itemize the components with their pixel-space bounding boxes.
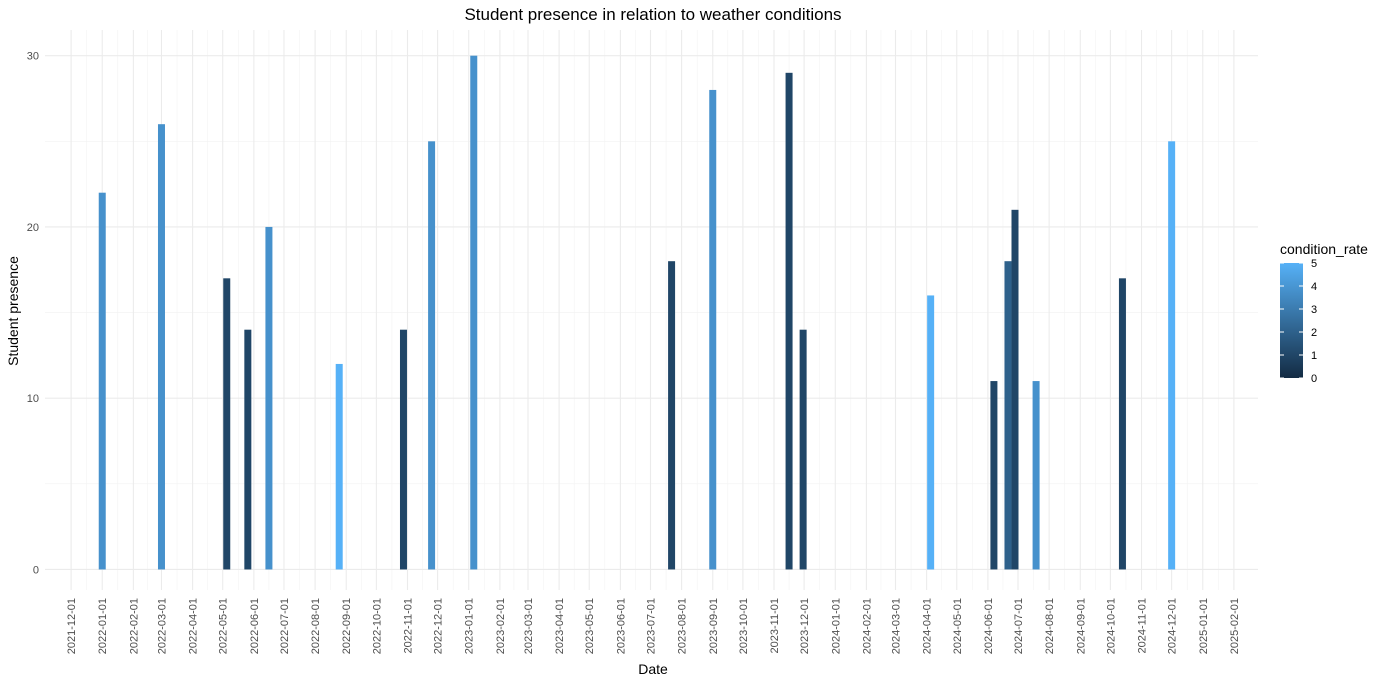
x-tick-label: 2024-03-01 xyxy=(891,598,903,654)
x-tick-label: 2024-01-01 xyxy=(830,598,842,654)
legend-tick-label: 3 xyxy=(1311,304,1317,316)
y-tick-label: 20 xyxy=(27,222,39,234)
bar xyxy=(1168,141,1176,570)
bar xyxy=(428,141,436,570)
bar xyxy=(1032,381,1040,570)
x-axis-title: Date xyxy=(638,661,668,677)
x-tick-label: 2022-07-01 xyxy=(279,598,291,654)
x-tick-label: 2024-02-01 xyxy=(861,598,873,654)
x-axis: 2021-12-01 2022-01-01 2022-02-01 2022-03-01… xyxy=(66,598,1241,654)
x-tick-label: 2023-09-01 xyxy=(708,598,720,654)
x-tick-label: 2023-12-01 xyxy=(799,598,811,654)
x-tick-label: 2024-06-01 xyxy=(983,598,995,654)
x-tick-label: 2024-12-01 xyxy=(1167,598,1179,654)
x-tick-label: 2023-11-01 xyxy=(769,598,781,653)
bar xyxy=(785,72,793,570)
x-tick-label: 2022-10-01 xyxy=(371,598,383,654)
legend-tick-label: 4 xyxy=(1311,281,1317,293)
legend-tick-label: 1 xyxy=(1311,350,1317,362)
x-tick-label: 2022-01-01 xyxy=(97,598,109,654)
y-tick-label: 30 xyxy=(27,51,39,63)
bar xyxy=(1118,278,1126,570)
x-tick-label: 2024-05-01 xyxy=(952,598,964,654)
bar xyxy=(470,55,478,570)
x-tick-label: 2024-11-01 xyxy=(1137,598,1149,653)
legend-colorbar xyxy=(1280,263,1303,378)
x-tick-label: 2024-07-01 xyxy=(1013,598,1025,654)
bar xyxy=(990,381,998,570)
bar xyxy=(223,278,231,570)
bar xyxy=(668,261,676,570)
y-tick-label: 0 xyxy=(33,564,39,576)
legend-tick-label: 5 xyxy=(1311,258,1317,270)
x-tick-label: 2023-05-01 xyxy=(584,598,596,654)
x-tick-label: 2023-07-01 xyxy=(645,598,657,654)
x-tick-label: 2024-08-01 xyxy=(1044,598,1056,654)
x-tick-label: 2022-11-01 xyxy=(402,598,414,653)
x-tick-label: 2022-08-01 xyxy=(310,598,322,654)
x-tick-label: 2023-03-01 xyxy=(523,598,535,654)
x-tick-label: 2024-09-01 xyxy=(1075,598,1087,654)
bar xyxy=(98,192,106,570)
x-tick-label: 2023-06-01 xyxy=(615,598,627,654)
bar xyxy=(927,295,935,570)
bar xyxy=(399,329,407,570)
bar xyxy=(335,363,343,570)
bar xyxy=(1011,209,1019,570)
bar xyxy=(157,124,165,570)
x-tick-label: 2024-10-01 xyxy=(1105,598,1117,654)
x-tick-label: 2022-02-01 xyxy=(128,598,140,654)
legend-tick-label: 2 xyxy=(1311,327,1317,339)
x-tick-label: 2023-02-01 xyxy=(495,598,507,654)
y-axis-title: Student presence xyxy=(5,256,21,366)
bar xyxy=(799,329,807,570)
legend-tick-label: 0 xyxy=(1311,373,1317,385)
bar xyxy=(265,226,273,570)
bar xyxy=(709,89,717,570)
x-tick-label: 2022-09-01 xyxy=(341,598,353,654)
y-tick-label: 10 xyxy=(27,393,39,405)
x-tick-label: 2022-12-01 xyxy=(433,598,445,654)
x-tick-label: 2023-01-01 xyxy=(464,598,476,654)
x-tick-label: 2025-02-01 xyxy=(1229,598,1241,654)
x-tick-label: 2024-04-01 xyxy=(922,598,934,654)
x-tick-label: 2025-01-01 xyxy=(1198,598,1210,654)
legend: condition_rate 0 1 2 3 4 5 xyxy=(1280,241,1368,385)
bar xyxy=(1004,261,1012,570)
x-tick-label: 2022-04-01 xyxy=(188,598,200,654)
bars xyxy=(98,55,1176,570)
x-tick-label: 2023-04-01 xyxy=(554,598,566,654)
legend-title: condition_rate xyxy=(1280,241,1368,257)
y-axis: 0 10 20 30 xyxy=(27,51,39,577)
x-tick-label: 2022-03-01 xyxy=(156,598,168,654)
x-tick-label: 2023-10-01 xyxy=(738,598,750,654)
x-tick-label: 2022-06-01 xyxy=(249,598,261,654)
bar xyxy=(244,329,252,570)
x-tick-label: 2022-05-01 xyxy=(218,598,230,654)
chart-title: Student presence in relation to weather … xyxy=(464,5,841,24)
x-tick-label: 2023-08-01 xyxy=(677,598,689,654)
x-tick-label: 2021-12-01 xyxy=(66,598,78,654)
